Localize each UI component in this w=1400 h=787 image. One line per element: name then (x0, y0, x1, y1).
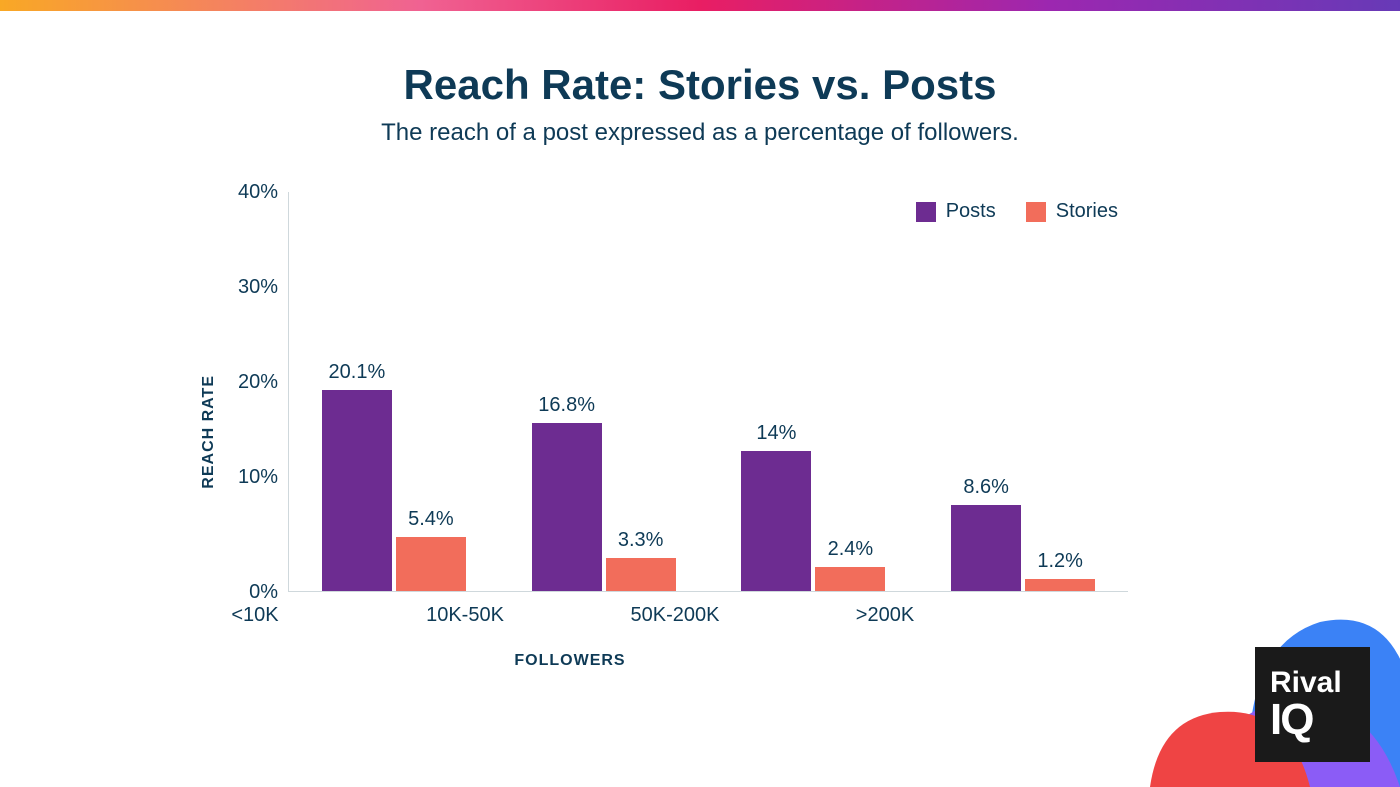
bars-row: 20.1% 5.4% 16.8% 3.3% (289, 192, 1128, 591)
bar-value-label: 5.4% (408, 508, 454, 531)
bar-col: 5.4% (396, 508, 466, 591)
bar-col: 3.3% (606, 529, 676, 591)
y-tick: 0% (228, 582, 278, 602)
y-tick: 30% (228, 277, 278, 297)
bar-value-label: 8.6% (963, 476, 1009, 499)
x-tick-label: 10K-50K (360, 604, 570, 627)
y-tick: 10% (228, 467, 278, 487)
logo-text-bottom: IQ (1270, 698, 1370, 742)
chart-subtitle: The reach of a post expressed as a perce… (60, 119, 1340, 147)
x-tick-label: >200K (780, 604, 990, 627)
brand-logo: Rival IQ (1255, 647, 1370, 762)
bar-col: 1.2% (1025, 550, 1095, 591)
bar-group: 20.1% 5.4% (289, 192, 499, 591)
bar-col: 8.6% (951, 476, 1021, 591)
bar-group: 14% 2.4% (709, 192, 919, 591)
bar-group: 8.6% 1.2% (918, 192, 1128, 591)
chart-container: Reach Rate: Stories vs. Posts The reach … (0, 11, 1400, 670)
bar-posts (532, 423, 602, 591)
bar-posts (951, 505, 1021, 591)
bar-value-label: 2.4% (828, 538, 874, 561)
bar-value-label: 16.8% (538, 394, 595, 417)
chart-title: Reach Rate: Stories vs. Posts (60, 61, 1340, 109)
chart-area: REACH RATE 40% 30% 20% 10% 0% Posts Stor… (200, 192, 1200, 592)
bar-value-label: 14% (756, 422, 796, 445)
bar-col: 2.4% (815, 538, 885, 591)
bar-col: 20.1% (322, 361, 392, 591)
bar-stories (815, 567, 885, 591)
x-axis-labels: <10K 10K-50K 50K-200K >200K (150, 604, 990, 627)
bar-value-label: 20.1% (329, 361, 386, 384)
y-tick: 20% (228, 372, 278, 392)
bar-value-label: 1.2% (1037, 550, 1083, 573)
bar-value-label: 3.3% (618, 529, 664, 552)
y-axis-ticks: 40% 30% 20% 10% 0% (228, 192, 288, 592)
y-axis-label: REACH RATE (200, 295, 218, 489)
plot-area: Posts Stories 20.1% 5.4% (288, 192, 1128, 592)
x-tick-label: <10K (150, 604, 360, 627)
bar-stories (606, 558, 676, 591)
bar-stories (396, 537, 466, 591)
bar-posts (322, 390, 392, 591)
x-tick-label: 50K-200K (570, 604, 780, 627)
bar-col: 14% (741, 422, 811, 591)
x-axis-label: FOLLOWERS (150, 652, 990, 670)
bar-stories (1025, 579, 1095, 591)
bar-posts (741, 451, 811, 591)
bar-col: 16.8% (532, 394, 602, 591)
top-gradient-bar (0, 0, 1400, 11)
bar-group: 16.8% 3.3% (499, 192, 709, 591)
logo-text-top: Rival (1270, 668, 1370, 698)
y-tick: 40% (228, 182, 278, 202)
